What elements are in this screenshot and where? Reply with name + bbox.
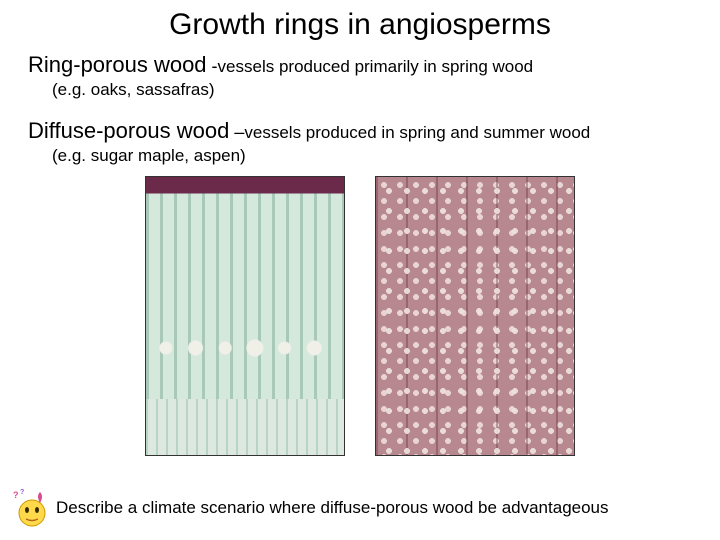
diffuse-porous-desc: vessels produced in spring and summer wo… xyxy=(244,123,590,142)
dash: – xyxy=(229,122,244,142)
ring-porous-desc: vessels produced primarily in spring woo… xyxy=(218,57,534,76)
diffuse-porous-micrograph xyxy=(375,176,575,456)
question-prompt: Describe a climate scenario where diffus… xyxy=(56,498,609,518)
ring-porous-example: (e.g. oaks, sassafras) xyxy=(28,80,710,100)
thinking-emoji-icon: ? ? xyxy=(10,488,50,528)
diffuse-porous-section: Diffuse-porous wood –vessels produced in… xyxy=(0,118,720,166)
image-row xyxy=(0,176,720,456)
diffuse-vessel-pattern xyxy=(376,177,574,455)
ring-porous-heading: Ring-porous wood -vessels produced prima… xyxy=(28,52,710,78)
page-title: Growth rings in angiosperms xyxy=(0,0,720,42)
question-row: ? ? Describe a climate scenario where di… xyxy=(10,488,714,528)
ring-porous-micrograph xyxy=(145,176,345,456)
diffuse-porous-heading: Diffuse-porous wood –vessels produced in… xyxy=(28,118,710,144)
diffuse-porous-term: Diffuse-porous wood xyxy=(28,118,229,143)
dash: - xyxy=(207,56,218,76)
ring-porous-section: Ring-porous wood -vessels produced prima… xyxy=(0,52,720,100)
diffuse-porous-example: (e.g. sugar maple, aspen) xyxy=(28,146,710,166)
ring-porous-term: Ring-porous wood xyxy=(28,52,207,77)
svg-text:?: ? xyxy=(20,489,24,496)
svg-text:?: ? xyxy=(13,490,19,500)
